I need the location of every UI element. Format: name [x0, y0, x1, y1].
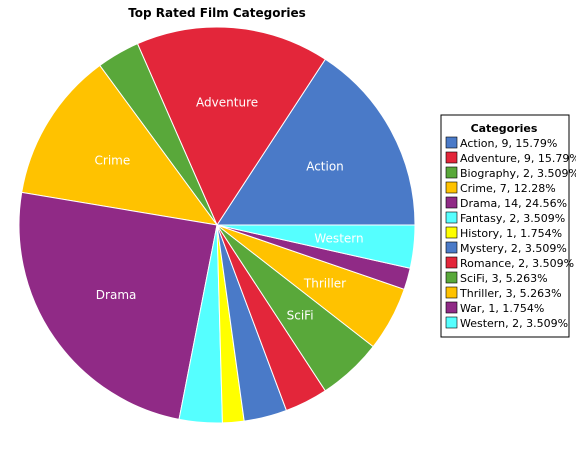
slice-label-western: Western	[314, 232, 363, 246]
pie-slice-drama	[18, 191, 218, 420]
legend-label-mystery: Mystery, 2, 3.509%	[460, 242, 567, 255]
legend-label-history: History, 1, 1.754%	[460, 227, 562, 240]
pie-slice-adventure	[136, 26, 326, 227]
pie-slices	[18, 26, 416, 424]
legend-label-thriller: Thriller, 3, 5.263%	[459, 287, 562, 300]
legend-label-western: Western, 2, 3.509%	[460, 317, 568, 330]
legend-label-romance: Romance, 2, 3.509%	[460, 257, 574, 270]
pie-slice-crime	[21, 64, 219, 226]
legend-label-fantasy: Fantasy, 2, 3.509%	[460, 212, 565, 225]
legend-swatch-scifi	[445, 271, 458, 284]
legend-swatch-crime	[445, 181, 458, 194]
legend-swatch-mystery	[445, 241, 458, 254]
legend-label-war: War, 1, 1.754%	[460, 302, 544, 315]
legend-swatch-biography	[445, 166, 458, 179]
slice-label-drama: Drama	[96, 288, 137, 302]
legend-label-scifi: SciFi, 3, 5.263%	[460, 272, 548, 285]
legend-label-adventure: Adventure, 9, 15.79%	[460, 152, 576, 165]
legend-label-drama: Drama, 14, 24.56%	[460, 197, 567, 210]
legend: Categories Action, 9, 15.79% Adventure, 9…	[440, 114, 576, 338]
legend-title: Categories	[471, 122, 538, 135]
legend-swatch-drama	[445, 196, 458, 209]
pie-slice-action	[216, 58, 416, 226]
legend-items: Action, 9, 15.79% Adventure, 9, 15.79% Bio…	[445, 136, 576, 330]
legend-swatch-history	[445, 226, 458, 239]
slice-label-action: Action	[306, 160, 344, 174]
legend-label-biography: Biography, 2, 3.509%	[460, 167, 576, 180]
legend-swatch-adventure	[445, 151, 458, 164]
legend-box	[440, 114, 570, 338]
pie-slice-labels: Action Adventure Crime Drama SciFi Thriller We…	[95, 96, 364, 323]
slice-label-adventure: Adventure	[196, 96, 258, 110]
pie-slice-western	[216, 224, 416, 269]
legend-label-crime: Crime, 7, 12.28%	[460, 182, 556, 195]
legend-swatch-fantasy	[445, 211, 458, 224]
slice-label-thriller: Thriller	[303, 276, 346, 290]
legend-swatch-thriller	[445, 286, 458, 299]
legend-swatch-action	[445, 136, 458, 149]
legend-swatch-romance	[445, 256, 458, 269]
chart-title: Top Rated Film Categories	[128, 6, 306, 20]
legend-label-action: Action, 9, 15.79%	[460, 137, 557, 150]
slice-label-scifi: SciFi	[287, 308, 314, 322]
legend-swatch-war	[445, 301, 458, 314]
legend-swatch-western	[445, 316, 458, 329]
slice-label-crime: Crime	[95, 154, 131, 168]
